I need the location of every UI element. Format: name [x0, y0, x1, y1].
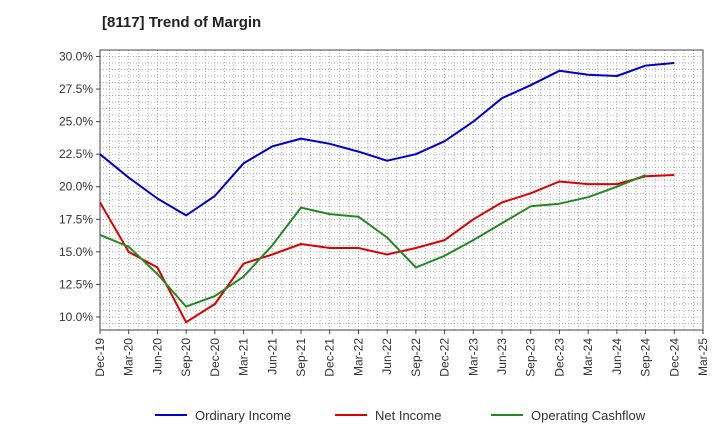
x-tick-label: Sep-20: [179, 338, 193, 377]
x-tick-label: Dec-22: [438, 338, 452, 377]
series-lines: [99, 62, 675, 324]
x-tick-label: Mar-22: [351, 338, 365, 376]
grid: [99, 49, 703, 331]
y-tick-label: 30.0%: [59, 50, 93, 64]
plot-frame: [99, 49, 704, 331]
legend-label: Operating Cashflow: [531, 408, 646, 423]
y-tick-label: 27.5%: [59, 82, 93, 96]
x-tick-label: Mar-20: [122, 338, 136, 376]
x-axis: Dec-19 Mar-20 Jun-20 Sep-20 Dec-20 Mar-21 Jun-…: [93, 330, 710, 377]
x-tick-label: Dec-19: [93, 338, 107, 377]
y-tick-label: 22.5%: [59, 147, 93, 161]
x-tick-label: Jun-21: [265, 338, 279, 375]
x-tick-label: Mar-21: [237, 338, 251, 376]
legend-label: Net Income: [375, 408, 441, 423]
series-line-net-income: [99, 174, 675, 324]
series-line-ordinary-income: [99, 62, 675, 217]
y-axis: 10.0% 12.5% 15.0% 17.5% 20.0% 22.5% 25.0% 27.5%…: [59, 50, 100, 324]
x-tick-label: Dec-21: [323, 338, 337, 377]
chart-title: [8117] Trend of Margin: [102, 14, 262, 31]
x-tick-label: Dec-23: [552, 338, 566, 377]
y-tick-label: 25.0%: [59, 115, 93, 129]
x-tick-label: Mar-24: [581, 338, 595, 376]
y-tick-label: 10.0%: [59, 310, 93, 324]
x-tick-label: Jun-22: [380, 338, 394, 375]
y-tick-label: 17.5%: [59, 212, 93, 226]
legend-label: Ordinary Income: [195, 408, 291, 423]
y-tick-label: 20.0%: [59, 180, 93, 194]
x-tick-label: Sep-23: [524, 338, 538, 377]
y-tick-label: 12.5%: [59, 277, 93, 291]
legend: Ordinary Income Net Income Operating Cashf…: [155, 408, 646, 423]
x-tick-label: Mar-25: [696, 338, 710, 376]
x-tick-label: Dec-20: [208, 338, 222, 377]
x-tick-label: Jun-23: [495, 338, 509, 375]
x-tick-label: Sep-24: [639, 338, 653, 377]
x-tick-label: Mar-23: [466, 338, 480, 376]
x-tick-label: Dec-24: [667, 338, 681, 377]
y-tick-label: 15.0%: [59, 245, 93, 259]
series-line-operating-cashflow: [99, 174, 646, 308]
x-tick-label: Sep-21: [294, 338, 308, 377]
x-tick-label: Sep-22: [409, 338, 423, 377]
x-tick-label: Jun-20: [150, 338, 164, 375]
x-tick-label: Jun-24: [610, 338, 624, 375]
